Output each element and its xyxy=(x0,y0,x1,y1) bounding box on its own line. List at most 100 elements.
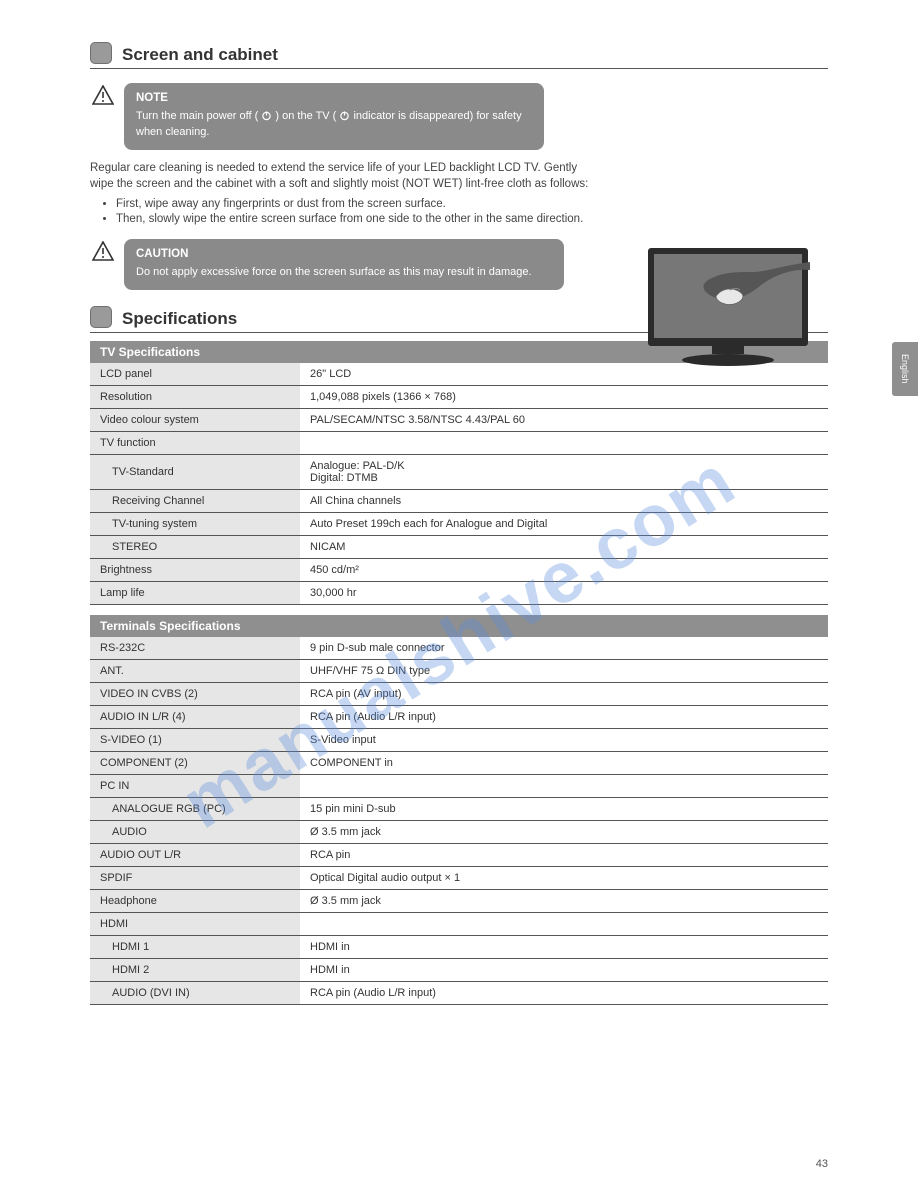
table-row: STEREONICAM xyxy=(90,535,828,558)
spec-key: HDMI xyxy=(90,912,300,935)
table-row: VIDEO IN CVBS (2)RCA pin (AV input) xyxy=(90,682,828,705)
table-group-header: Terminals Specifications xyxy=(90,615,828,637)
spec-value: Ø 3.5 mm jack xyxy=(300,820,828,843)
spec-key: ANALOGUE RGB (PC) xyxy=(90,797,300,820)
spec-key: TV-tuning system xyxy=(90,512,300,535)
spec-value: HDMI in xyxy=(300,935,828,958)
table-row: TV-tuning systemAuto Preset 199ch each f… xyxy=(90,512,828,535)
spec-key: AUDIO (DVI IN) xyxy=(90,981,300,1004)
spec-value: 450 cd/m² xyxy=(300,558,828,581)
list-item: Then, slowly wipe the entire screen surf… xyxy=(116,213,600,225)
spec-value: PAL/SECAM/NTSC 3.58/NTSC 4.43/PAL 60 xyxy=(300,408,828,431)
spec-value: NICAM xyxy=(300,535,828,558)
caution-title: CAUTION xyxy=(136,247,552,263)
note-title: NOTE xyxy=(136,91,532,107)
warning-icon xyxy=(90,85,116,109)
table-row: Resolution1,049,088 pixels (1366 × 768) xyxy=(90,385,828,408)
table-row: Receiving ChannelAll China channels xyxy=(90,489,828,512)
spec-value: RCA pin (AV input) xyxy=(300,682,828,705)
spec-key: AUDIO xyxy=(90,820,300,843)
care-instructions-text: Regular care cleaning is needed to exten… xyxy=(90,160,600,192)
terminals-specifications-table: Terminals Specifications RS-232C9 pin D-… xyxy=(90,615,828,1005)
table-row: AUDIO IN L/R (4)RCA pin (Audio L/R input… xyxy=(90,705,828,728)
table-row: PC IN xyxy=(90,774,828,797)
spec-key: AUDIO OUT L/R xyxy=(90,843,300,866)
section-bullet-icon xyxy=(90,42,112,64)
spec-value: S-Video input xyxy=(300,728,828,751)
table-row: Lamp life30,000 hr xyxy=(90,581,828,604)
table-row: COMPONENT (2)COMPONENT in xyxy=(90,751,828,774)
spec-value xyxy=(300,912,828,935)
spec-value: 9 pin D-sub male connector xyxy=(300,637,828,660)
spec-key: RS-232C xyxy=(90,637,300,660)
section-title: Specifications xyxy=(122,309,237,330)
table-row: Brightness450 cd/m² xyxy=(90,558,828,581)
table-row: ANT.UHF/VHF 75 Ω DIN type xyxy=(90,659,828,682)
section-header-screen-cabinet: Screen and cabinet xyxy=(90,42,828,69)
spec-value: 30,000 hr xyxy=(300,581,828,604)
spec-value xyxy=(300,431,828,454)
table-row: S-VIDEO (1)S-Video input xyxy=(90,728,828,751)
spec-value: Optical Digital audio output × 1 xyxy=(300,866,828,889)
caution-body: Do not apply excessive force on the scre… xyxy=(136,265,552,280)
note-block: NOTE Turn the main power off ( ) on the … xyxy=(90,83,828,150)
spec-value: RCA pin xyxy=(300,843,828,866)
care-instructions-list: First, wipe away any fingerprints or dus… xyxy=(90,198,600,225)
spec-key: Brightness xyxy=(90,558,300,581)
spec-key: PC IN xyxy=(90,774,300,797)
table-row: HDMI 1HDMI in xyxy=(90,935,828,958)
spec-key: COMPONENT (2) xyxy=(90,751,300,774)
language-tab: English xyxy=(892,342,918,396)
table-row: AUDIO (DVI IN)RCA pin (Audio L/R input) xyxy=(90,981,828,1004)
spec-key: Resolution xyxy=(90,385,300,408)
table-row: HeadphoneØ 3.5 mm jack xyxy=(90,889,828,912)
table-row: TV function xyxy=(90,431,828,454)
spec-key: SPDIF xyxy=(90,866,300,889)
spec-key: S-VIDEO (1) xyxy=(90,728,300,751)
table-row: SPDIFOptical Digital audio output × 1 xyxy=(90,866,828,889)
spec-value: All China channels xyxy=(300,489,828,512)
caution-box: CAUTION Do not apply excessive force on … xyxy=(124,239,564,289)
table-row: HDMI 2HDMI in xyxy=(90,958,828,981)
spec-key: TV-Standard xyxy=(90,454,300,489)
note-body: Turn the main power off ( ) on the TV ( … xyxy=(136,109,532,141)
tv-cleaning-illustration xyxy=(642,242,822,375)
spec-key: Lamp life xyxy=(90,581,300,604)
spec-key: ANT. xyxy=(90,659,300,682)
list-item: First, wipe away any fingerprints or dus… xyxy=(116,198,600,210)
table-row: AUDIOØ 3.5 mm jack xyxy=(90,820,828,843)
power-icon xyxy=(261,110,272,126)
spec-key: HDMI 1 xyxy=(90,935,300,958)
section-bullet-icon xyxy=(90,306,112,328)
spec-key: AUDIO IN L/R (4) xyxy=(90,705,300,728)
table-row: TV-StandardAnalogue: PAL-D/K Digital: DT… xyxy=(90,454,828,489)
spec-key: Receiving Channel xyxy=(90,489,300,512)
spec-value: COMPONENT in xyxy=(300,751,828,774)
table-row: ANALOGUE RGB (PC)15 pin mini D-sub xyxy=(90,797,828,820)
spec-key: STEREO xyxy=(90,535,300,558)
spec-value: 1,049,088 pixels (1366 × 768) xyxy=(300,385,828,408)
spec-value: Auto Preset 199ch each for Analogue and … xyxy=(300,512,828,535)
spec-value xyxy=(300,774,828,797)
spec-key: LCD panel xyxy=(90,363,300,386)
table-row: RS-232C9 pin D-sub male connector xyxy=(90,637,828,660)
page-number: 43 xyxy=(816,1158,828,1170)
spec-key: Video colour system xyxy=(90,408,300,431)
page: manualshive.com English Screen and cabin… xyxy=(0,0,918,1188)
spec-value: 15 pin mini D-sub xyxy=(300,797,828,820)
spec-key: TV function xyxy=(90,431,300,454)
warning-icon xyxy=(90,241,116,265)
spec-key: VIDEO IN CVBS (2) xyxy=(90,682,300,705)
section-title: Screen and cabinet xyxy=(122,45,278,66)
spec-value: RCA pin (Audio L/R input) xyxy=(300,981,828,1004)
tv-specifications-table: TV Specifications LCD panel26" LCDResolu… xyxy=(90,341,828,605)
spec-key: Headphone xyxy=(90,889,300,912)
spec-key: HDMI 2 xyxy=(90,958,300,981)
table-row: AUDIO OUT L/RRCA pin xyxy=(90,843,828,866)
spec-value: RCA pin (Audio L/R input) xyxy=(300,705,828,728)
table-row: Video colour systemPAL/SECAM/NTSC 3.58/N… xyxy=(90,408,828,431)
spec-value: HDMI in xyxy=(300,958,828,981)
spec-value: Analogue: PAL-D/K Digital: DTMB xyxy=(300,454,828,489)
table-row: HDMI xyxy=(90,912,828,935)
spec-value: Ø 3.5 mm jack xyxy=(300,889,828,912)
